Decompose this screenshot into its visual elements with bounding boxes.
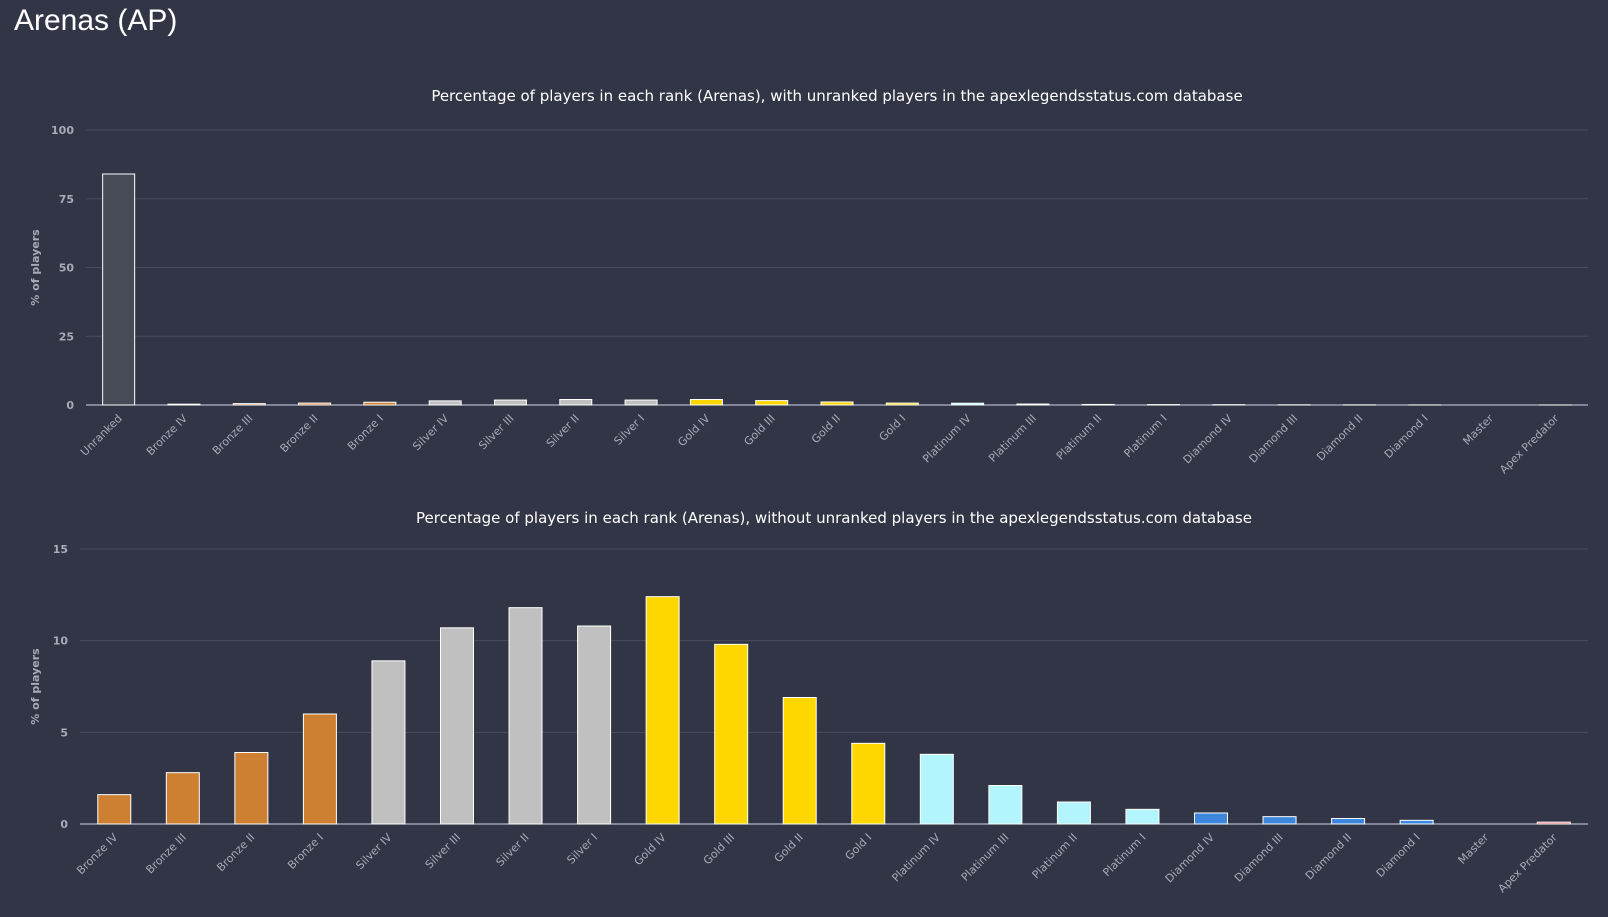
chart2-bar[interactable]	[919, 753, 954, 825]
chart2-bar[interactable]	[1331, 818, 1366, 825]
chart2-x-tick-label: Bronze I	[285, 831, 326, 872]
chart2-x-tick-label: Silver I	[564, 831, 600, 867]
chart1-bar[interactable]	[167, 403, 201, 406]
chart1-bar[interactable]	[493, 399, 527, 406]
chart1-bar[interactable]	[885, 402, 919, 406]
chart2-bar[interactable]	[97, 794, 132, 825]
chart1-x-tick-label: Gold I	[877, 412, 909, 444]
chart-without-unranked: Percentage of players in each rank (Aren…	[29, 509, 1588, 896]
chart2-x-tick-label: Diamond II	[1303, 831, 1354, 882]
chart1-x-tick-label: Master	[1460, 412, 1496, 448]
chart2-x-tick-label: Bronze III	[143, 831, 188, 876]
chart2-x-tick-label: Gold IV	[632, 831, 670, 869]
chart2-x-tick-label: Bronze IV	[74, 831, 121, 878]
page-title: Arenas (AP)	[14, 4, 178, 37]
chart1-x-tick-label: Diamond IV	[1181, 412, 1236, 467]
chart2-x-tick-label: Master	[1456, 831, 1492, 867]
chart1-x-tick-label: Bronze IV	[144, 412, 191, 459]
chart2-bar[interactable]	[782, 697, 817, 825]
chart1-x-tick-label: Platinum I	[1121, 412, 1169, 460]
chart1-bar[interactable]	[428, 400, 462, 406]
chart1-bar[interactable]	[102, 173, 136, 406]
chart1-bar[interactable]	[755, 400, 789, 406]
chart2-bar[interactable]	[234, 752, 269, 825]
chart2-x-tick-label: Gold II	[772, 831, 806, 865]
chart1-x-tick-label: Platinum II	[1054, 412, 1105, 463]
chart1-y-tick-label: 0	[66, 399, 74, 412]
chart2-bar[interactable]	[440, 627, 474, 825]
chart1-x-tick-label: Bronze I	[345, 412, 386, 453]
chart2-bar[interactable]	[988, 785, 1023, 825]
chart2-title: Percentage of players in each rank (Aren…	[416, 509, 1252, 527]
chart1-x-tick-label: Gold III	[741, 412, 777, 448]
chart1-bar[interactable]	[689, 399, 723, 406]
chart2-x-tick-label: Silver III	[423, 831, 463, 871]
chart2-y-tick-label: 5	[60, 726, 68, 739]
chart1-bar[interactable]	[820, 401, 854, 406]
chart2-bar[interactable]	[302, 713, 337, 825]
chart1-y-tick-label: 75	[59, 193, 74, 206]
chart1-bar[interactable]	[232, 403, 266, 406]
chart2-bar[interactable]	[1536, 821, 1571, 825]
chart1-x-tick-label: Diamond II	[1314, 412, 1365, 463]
chart2-bar[interactable]	[1194, 812, 1228, 825]
chart2-bar[interactable]	[1056, 801, 1091, 825]
chart2-x-tick-label: Silver IV	[353, 831, 394, 872]
chart2-y-tick-label: 10	[53, 635, 69, 648]
chart2-x-tick-label: Diamond III	[1232, 831, 1286, 885]
chart2-bar[interactable]	[1262, 816, 1297, 825]
chart2-y-axis-label: % of players	[29, 648, 42, 725]
chart1-x-tick-label: Bronze III	[210, 412, 255, 457]
chart2-x-tick-label: Platinum IV	[889, 831, 943, 885]
chart2-x-tick-label: Diamond I	[1374, 831, 1423, 880]
chart1-bar[interactable]	[298, 402, 332, 406]
chart1-x-tick-label: Diamond III	[1247, 412, 1301, 466]
chart2-x-tick-label: Gold III	[701, 831, 737, 867]
chart1-y-tick-label: 100	[51, 124, 74, 137]
chart1-bar[interactable]	[559, 399, 593, 406]
chart2-x-tick-label: Platinum I	[1100, 831, 1148, 879]
chart1-x-tick-label: Silver II	[544, 412, 582, 450]
chart2-x-tick-label: Gold I	[843, 831, 875, 863]
chart1-x-tick-label: Silver III	[476, 412, 516, 452]
chart2-bar[interactable]	[851, 742, 886, 825]
chart2-bar[interactable]	[371, 660, 406, 825]
chart2-x-tick-label: Silver II	[494, 831, 532, 869]
chart1-y-tick-label: 25	[59, 330, 74, 343]
chart2-bar[interactable]	[645, 596, 680, 825]
chart2-bar[interactable]	[577, 625, 612, 825]
chart2-x-tick-label: Diamond IV	[1163, 831, 1218, 886]
chart1-x-tick-label: Platinum IV	[920, 412, 974, 466]
chart1-bar[interactable]	[1016, 403, 1050, 406]
chart1-y-axis-label: % of players	[29, 229, 42, 306]
chart1-x-tick-label: Unranked	[78, 412, 125, 459]
chart2-bar[interactable]	[165, 772, 200, 825]
chart1-x-tick-label: Silver I	[611, 412, 647, 448]
chart1-title: Percentage of players in each rank (Aren…	[431, 87, 1242, 105]
chart-with-unranked: Percentage of players in each rank (Aren…	[29, 87, 1588, 477]
chart1-bar[interactable]	[363, 401, 397, 406]
chart2-x-tick-label: Platinum III	[959, 831, 1012, 884]
chart2-bar[interactable]	[1125, 808, 1160, 825]
chart2-bar[interactable]	[1399, 819, 1434, 825]
chart1-x-tick-label: Apex Predator	[1497, 412, 1562, 477]
chart1-x-tick-label: Gold IV	[675, 412, 713, 450]
chart2-bar[interactable]	[508, 607, 543, 825]
chart1-y-tick-label: 50	[59, 262, 75, 275]
chart2-x-tick-label: Apex Predator	[1496, 831, 1561, 896]
chart1-x-tick-label: Gold II	[809, 412, 843, 446]
chart2-bar[interactable]	[714, 643, 749, 825]
chart1-bar[interactable]	[951, 402, 985, 406]
chart1-x-tick-label: Diamond I	[1382, 412, 1431, 461]
chart1-x-tick-label: Bronze II	[278, 412, 321, 455]
chart2-x-tick-label: Bronze II	[214, 831, 257, 874]
chart2-y-tick-label: 15	[53, 543, 68, 556]
chart2-x-tick-label: Platinum II	[1030, 831, 1081, 882]
chart1-bar[interactable]	[1081, 403, 1115, 406]
chart1-x-tick-label: Platinum III	[986, 412, 1039, 465]
chart1-x-tick-label: Silver IV	[410, 412, 451, 453]
chart2-y-tick-label: 0	[60, 818, 68, 831]
chart1-bar[interactable]	[624, 399, 658, 406]
